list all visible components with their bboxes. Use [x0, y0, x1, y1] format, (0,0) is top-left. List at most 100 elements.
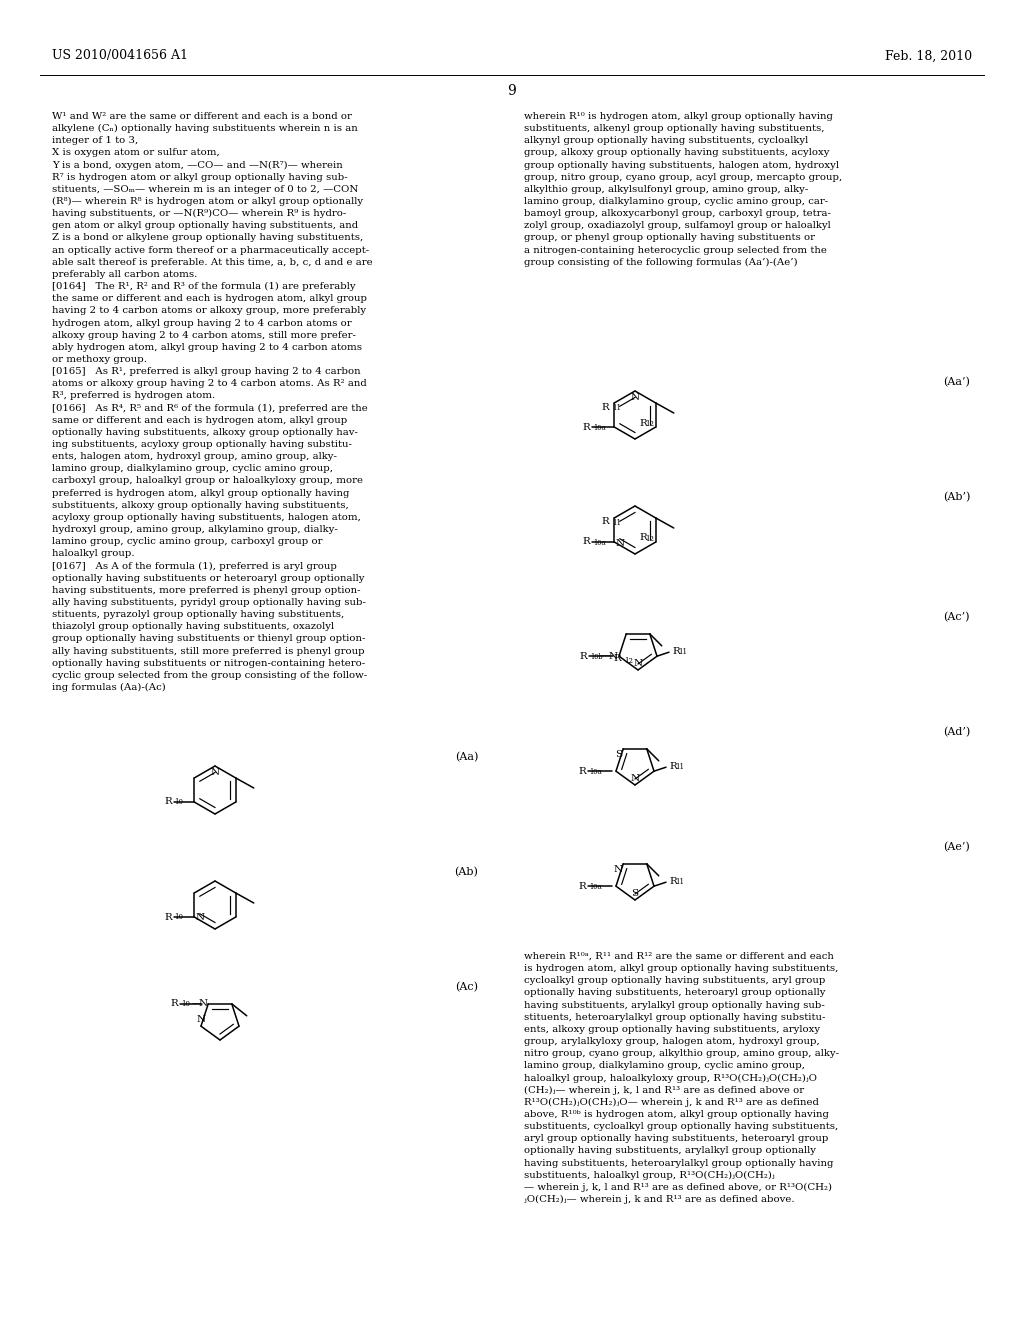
Text: 10α: 10α: [589, 883, 602, 891]
Text: ents, halogen atom, hydroxyl group, amino group, alky-: ents, halogen atom, hydroxyl group, amin…: [52, 453, 337, 461]
Text: gen atom or alkyl group optionally having substituents, and: gen atom or alkyl group optionally havin…: [52, 222, 358, 231]
Text: [0166]   As R⁴, R⁵ and R⁶ of the formula (1), preferred are the: [0166] As R⁴, R⁵ and R⁶ of the formula (…: [52, 404, 368, 413]
Text: R: R: [583, 422, 590, 432]
Text: group, alkoxy group optionally having substituents, acyloxy: group, alkoxy group optionally having su…: [524, 148, 829, 157]
Text: group optionally having substituents or thienyl group option-: group optionally having substituents or …: [52, 635, 366, 643]
Text: cyclic group selected from the group consisting of the follow-: cyclic group selected from the group con…: [52, 671, 368, 680]
Text: alkylene (Cₙ) optionally having substituents wherein n is an: alkylene (Cₙ) optionally having substitu…: [52, 124, 357, 133]
Text: acyloxy group optionally having substituents, halogen atom,: acyloxy group optionally having substitu…: [52, 513, 360, 521]
Text: atoms or alkoxy group having 2 to 4 carbon atoms. As R² and: atoms or alkoxy group having 2 to 4 carb…: [52, 379, 367, 388]
Text: group, arylalkyloxy group, halogen atom, hydroxyl group,: group, arylalkyloxy group, halogen atom,…: [524, 1038, 820, 1045]
Text: stituents, —SOₘ— wherein m is an integer of 0 to 2, —CON: stituents, —SOₘ— wherein m is an integer…: [52, 185, 358, 194]
Text: N: N: [197, 1015, 206, 1024]
Text: haloalkyl group.: haloalkyl group.: [52, 549, 134, 558]
Text: (Ac’): (Ac’): [943, 612, 970, 622]
Text: thiazolyl group optionally having substituents, oxazolyl: thiazolyl group optionally having substi…: [52, 622, 334, 631]
Text: N: N: [198, 999, 207, 1008]
Text: ⱼO(CH₂)ⱼ— wherein j, k and R¹³ are as defined above.: ⱼO(CH₂)ⱼ— wherein j, k and R¹³ are as de…: [524, 1195, 795, 1204]
Text: 10α: 10α: [589, 768, 602, 776]
Text: N: N: [196, 913, 205, 923]
Text: R: R: [669, 762, 677, 771]
Text: [0167]   As A of the formula (1), preferred is aryl group: [0167] As A of the formula (1), preferre…: [52, 561, 337, 570]
Text: zolyl group, oxadiazolyl group, sulfamoyl group or haloalkyl: zolyl group, oxadiazolyl group, sulfamoy…: [524, 222, 830, 231]
Text: 12: 12: [645, 535, 654, 543]
Text: Z is a bond or alkylene group optionally having substituents,: Z is a bond or alkylene group optionally…: [52, 234, 364, 243]
Text: having substituents, arylalkyl group optionally having sub-: having substituents, arylalkyl group opt…: [524, 1001, 824, 1010]
Text: having substituents, heteroarylalkyl group optionally having: having substituents, heteroarylalkyl gro…: [524, 1159, 834, 1168]
Text: N: N: [609, 652, 617, 661]
Text: X is oxygen atom or sulfur atom,: X is oxygen atom or sulfur atom,: [52, 148, 220, 157]
Text: integer of 1 to 3,: integer of 1 to 3,: [52, 136, 138, 145]
Text: hydroxyl group, amino group, alkylamino group, dialky-: hydroxyl group, amino group, alkylamino …: [52, 525, 338, 535]
Text: R¹³O(CH₂)ⱼO(CH₂)ⱼO— wherein j, k and R¹³ are as defined: R¹³O(CH₂)ⱼO(CH₂)ⱼO— wherein j, k and R¹³…: [524, 1098, 819, 1107]
Text: cycloalkyl group optionally having substituents, aryl group: cycloalkyl group optionally having subst…: [524, 977, 825, 985]
Text: a nitrogen-containing heterocyclic group selected from the: a nitrogen-containing heterocyclic group…: [524, 246, 826, 255]
Text: same or different and each is hydrogen atom, alkyl group: same or different and each is hydrogen a…: [52, 416, 347, 425]
Text: an optically active form thereof or a pharmaceutically accept-: an optically active form thereof or a ph…: [52, 246, 369, 255]
Text: group, or phenyl group optionally having substituents or: group, or phenyl group optionally having…: [524, 234, 815, 243]
Text: wherein R¹⁰ is hydrogen atom, alkyl group optionally having: wherein R¹⁰ is hydrogen atom, alkyl grou…: [524, 112, 833, 121]
Text: haloalkyl group, haloalkyloxy group, R¹³O(CH₂)ⱼO(CH₂)ⱼO: haloalkyl group, haloalkyloxy group, R¹³…: [524, 1073, 817, 1082]
Text: (Aa): (Aa): [455, 752, 478, 763]
Text: N: N: [613, 865, 623, 874]
Text: 10b: 10b: [590, 652, 602, 661]
Text: N: N: [634, 659, 643, 668]
Text: preferably all carbon atoms.: preferably all carbon atoms.: [52, 271, 198, 279]
Text: having 2 to 4 carbon atoms or alkoxy group, more preferably: having 2 to 4 carbon atoms or alkoxy gro…: [52, 306, 367, 315]
Text: alkoxy group having 2 to 4 carbon atoms, still more prefer-: alkoxy group having 2 to 4 carbon atoms,…: [52, 331, 356, 339]
Text: ally having substituents, still more preferred is phenyl group: ally having substituents, still more pre…: [52, 647, 365, 656]
Text: group, nitro group, cyano group, acyl group, mercapto group,: group, nitro group, cyano group, acyl gr…: [524, 173, 843, 182]
Text: substituents, cycloalkyl group optionally having substituents,: substituents, cycloalkyl group optionall…: [524, 1122, 839, 1131]
Text: N: N: [631, 774, 640, 783]
Text: S: S: [632, 888, 639, 898]
Text: ing formulas (Aa)-(Ac): ing formulas (Aa)-(Ac): [52, 682, 166, 692]
Text: 10: 10: [174, 913, 183, 921]
Text: substituents, haloalkyl group, R¹³O(CH₂)ⱼO(CH₂)ⱼ: substituents, haloalkyl group, R¹³O(CH₂)…: [524, 1171, 774, 1180]
Text: 12: 12: [625, 657, 633, 665]
Text: ally having substituents, pyridyl group optionally having sub-: ally having substituents, pyridyl group …: [52, 598, 366, 607]
Text: bamoyl group, alkoxycarbonyl group, carboxyl group, tetra-: bamoyl group, alkoxycarbonyl group, carb…: [524, 209, 830, 218]
Text: US 2010/0041656 A1: US 2010/0041656 A1: [52, 49, 188, 62]
Text: substituents, alkoxy group optionally having substituents,: substituents, alkoxy group optionally ha…: [52, 500, 349, 510]
Text: 11: 11: [612, 404, 622, 412]
Text: R: R: [639, 418, 647, 428]
Text: lamino group, cyclic amino group, carboxyl group or: lamino group, cyclic amino group, carbox…: [52, 537, 323, 546]
Text: R⁷ is hydrogen atom or alkyl group optionally having sub-: R⁷ is hydrogen atom or alkyl group optio…: [52, 173, 347, 182]
Text: optionally having substituents or nitrogen-containing hetero-: optionally having substituents or nitrog…: [52, 659, 366, 668]
Text: R: R: [639, 533, 647, 543]
Text: or methoxy group.: or methoxy group.: [52, 355, 147, 364]
Text: ing substituents, acyloxy group optionally having substitu-: ing substituents, acyloxy group optional…: [52, 440, 352, 449]
Text: 10: 10: [181, 999, 190, 1007]
Text: lamino group, dialkylamino group, cyclic amino group,: lamino group, dialkylamino group, cyclic…: [52, 465, 333, 474]
Text: optionally having substituents, arylalkyl group optionally: optionally having substituents, arylalky…: [524, 1146, 816, 1155]
Text: ably hydrogen atom, alkyl group having 2 to 4 carbon atoms: ably hydrogen atom, alkyl group having 2…: [52, 343, 362, 352]
Text: R: R: [601, 403, 609, 412]
Text: [0165]   As R¹, preferred is alkyl group having 2 to 4 carbon: [0165] As R¹, preferred is alkyl group h…: [52, 367, 360, 376]
Text: R: R: [672, 647, 680, 656]
Text: stituents, heteroarylalkyl group optionally having substitu-: stituents, heteroarylalkyl group optiona…: [524, 1012, 825, 1022]
Text: able salt thereof is preferable. At this time, a, b, c, d and e are: able salt thereof is preferable. At this…: [52, 257, 373, 267]
Text: —: —: [601, 652, 610, 661]
Text: N: N: [631, 393, 640, 403]
Text: (Ae’): (Ae’): [943, 842, 970, 853]
Text: 10α: 10α: [593, 539, 606, 546]
Text: 10: 10: [174, 799, 183, 807]
Text: R: R: [579, 767, 586, 776]
Text: 10α: 10α: [593, 424, 606, 432]
Text: substituents, alkenyl group optionally having substituents,: substituents, alkenyl group optionally h…: [524, 124, 824, 133]
Text: (Ab): (Ab): [454, 867, 478, 878]
Text: 9: 9: [508, 84, 516, 98]
Text: optionally having substituents, alkoxy group optionally hav-: optionally having substituents, alkoxy g…: [52, 428, 357, 437]
Text: Feb. 18, 2010: Feb. 18, 2010: [885, 49, 972, 62]
Text: N: N: [211, 768, 219, 777]
Text: Y is a bond, oxygen atom, —CO— and —N(R⁷)— wherein: Y is a bond, oxygen atom, —CO— and —N(R⁷…: [52, 161, 343, 170]
Text: W¹ and W² are the same or different and each is a bond or: W¹ and W² are the same or different and …: [52, 112, 352, 121]
Text: group consisting of the following formulas (Aa’)-(Ae’): group consisting of the following formul…: [524, 257, 798, 267]
Text: lamino group, dialkylamino group, cyclic amino group,: lamino group, dialkylamino group, cyclic…: [524, 1061, 805, 1071]
Text: 11: 11: [678, 648, 687, 656]
Text: optionally having substituents, heteroaryl group optionally: optionally having substituents, heteroar…: [524, 989, 825, 998]
Text: R: R: [580, 652, 587, 661]
Text: —: —: [191, 999, 201, 1008]
Text: R: R: [613, 653, 622, 663]
Text: S: S: [615, 750, 623, 759]
